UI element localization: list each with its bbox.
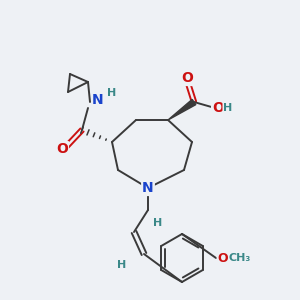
Text: O: O: [181, 71, 193, 85]
Polygon shape: [168, 99, 196, 120]
Text: H: H: [224, 103, 232, 113]
Text: O: O: [212, 101, 224, 115]
Text: N: N: [92, 93, 104, 107]
Text: H: H: [107, 88, 117, 98]
Text: O: O: [56, 142, 68, 156]
Text: CH₃: CH₃: [229, 253, 251, 263]
Text: H: H: [153, 218, 163, 228]
Text: O: O: [218, 251, 228, 265]
Text: N: N: [142, 181, 154, 195]
Text: H: H: [117, 260, 127, 270]
